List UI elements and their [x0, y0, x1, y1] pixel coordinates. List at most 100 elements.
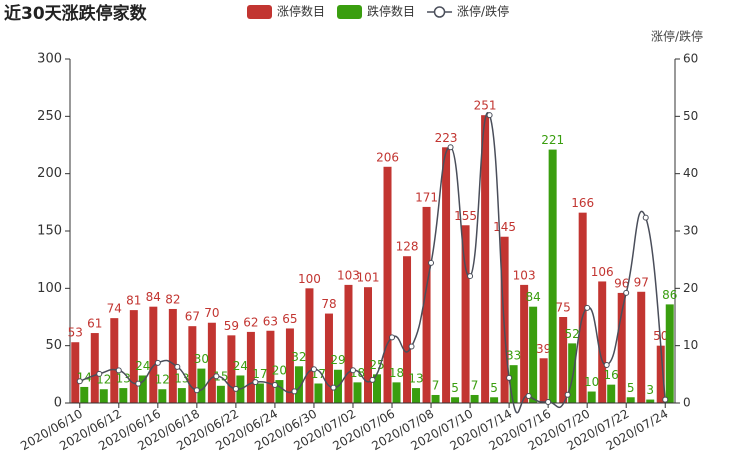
legend-swatch	[433, 6, 446, 18]
bar	[138, 375, 147, 403]
bar	[617, 292, 626, 403]
legend-label[interactable]: 涨停/跌停	[457, 4, 509, 19]
bar	[364, 287, 372, 403]
ratio-point	[486, 112, 493, 119]
ratio-line	[79, 111, 666, 414]
ratio-point	[467, 273, 474, 280]
value-label: 81	[126, 294, 141, 308]
ratio-point	[447, 144, 454, 151]
value-label: 29	[330, 353, 345, 367]
value-label: 33	[506, 349, 521, 363]
ratio-point	[232, 385, 239, 392]
y-tick-label: 200	[37, 166, 62, 181]
ratio-point	[96, 370, 103, 377]
bar	[383, 166, 392, 403]
value-label: 82	[165, 292, 180, 306]
ratio-point	[271, 381, 278, 388]
value-label: 53	[68, 326, 83, 340]
value-label: 39	[536, 342, 551, 356]
bar	[529, 306, 538, 403]
bar	[216, 385, 225, 403]
value-label: 251	[474, 99, 497, 113]
bar	[324, 313, 333, 403]
value-label: 13	[408, 372, 423, 386]
bar	[559, 317, 568, 403]
ratio-point	[135, 380, 142, 387]
bar	[294, 366, 303, 403]
bar	[451, 397, 460, 403]
y-tick-label: 150	[37, 224, 62, 239]
y2-axis-label: 涨停/跌停	[651, 29, 703, 44]
legend-label[interactable]: 跌停数目	[367, 4, 415, 19]
value-label: 103	[337, 268, 360, 282]
ratio-point	[408, 343, 415, 350]
bar	[255, 383, 264, 403]
ratio-point	[213, 373, 220, 380]
ratio-point	[662, 396, 669, 403]
bar	[568, 343, 577, 403]
ratio-point	[174, 363, 181, 370]
bar	[188, 326, 197, 403]
value-label: 78	[321, 297, 336, 311]
bar	[422, 206, 431, 403]
ratio-point	[389, 334, 396, 341]
ratio-point	[252, 379, 259, 386]
value-label: 145	[493, 220, 516, 234]
bar	[442, 147, 451, 403]
ratio-point	[115, 367, 122, 374]
value-label: 5	[627, 381, 635, 395]
bar	[490, 397, 499, 403]
value-label: 5	[490, 381, 498, 395]
y-tick-label: 100	[37, 281, 62, 296]
bar	[626, 397, 635, 403]
y2-tick-label: 30	[683, 224, 698, 238]
bar	[470, 394, 479, 403]
y2-tick-label: 40	[683, 166, 698, 180]
bar	[598, 281, 607, 403]
bar	[481, 115, 490, 403]
ratio-point	[193, 387, 200, 394]
ratio-point	[310, 366, 317, 373]
value-label: 12	[155, 373, 170, 387]
value-label: 24	[233, 359, 248, 373]
ratio-point	[330, 384, 337, 391]
value-label: 24	[135, 359, 150, 373]
y2-tick-label: 20	[683, 281, 698, 295]
legend-label[interactable]: 涨停数目	[277, 4, 325, 19]
ratio-point	[76, 378, 83, 385]
bar	[344, 284, 353, 403]
bar	[177, 388, 186, 403]
bar	[90, 333, 99, 403]
ratio-point	[642, 214, 649, 221]
value-label: 5	[451, 381, 459, 395]
value-label: 20	[272, 364, 287, 378]
value-label: 74	[107, 302, 122, 316]
ratio-point	[545, 398, 552, 405]
value-label: 86	[662, 288, 677, 302]
chart-title: 近30天涨跌停家数	[4, 3, 148, 24]
value-label: 61	[87, 317, 102, 331]
ratio-point	[623, 289, 630, 296]
value-label: 171	[415, 190, 438, 204]
bar	[207, 322, 216, 403]
bar	[520, 284, 529, 403]
value-label: 84	[146, 290, 161, 304]
value-label: 7	[432, 378, 440, 392]
bar	[119, 388, 128, 403]
value-label: 16	[604, 368, 619, 382]
bar	[110, 318, 119, 403]
value-label: 84	[525, 290, 540, 304]
value-label: 221	[541, 133, 564, 147]
value-label: 30	[194, 352, 209, 366]
bar	[412, 388, 421, 403]
value-label: 52	[565, 327, 580, 341]
y2-tick-label: 0	[683, 396, 691, 410]
y2-tick-label: 10	[683, 338, 698, 352]
value-label: 96	[614, 276, 629, 290]
value-label: 97	[634, 275, 649, 289]
value-label: 166	[571, 196, 594, 210]
value-label: 10	[584, 375, 599, 389]
bar	[71, 342, 80, 403]
value-label: 70	[204, 306, 219, 320]
